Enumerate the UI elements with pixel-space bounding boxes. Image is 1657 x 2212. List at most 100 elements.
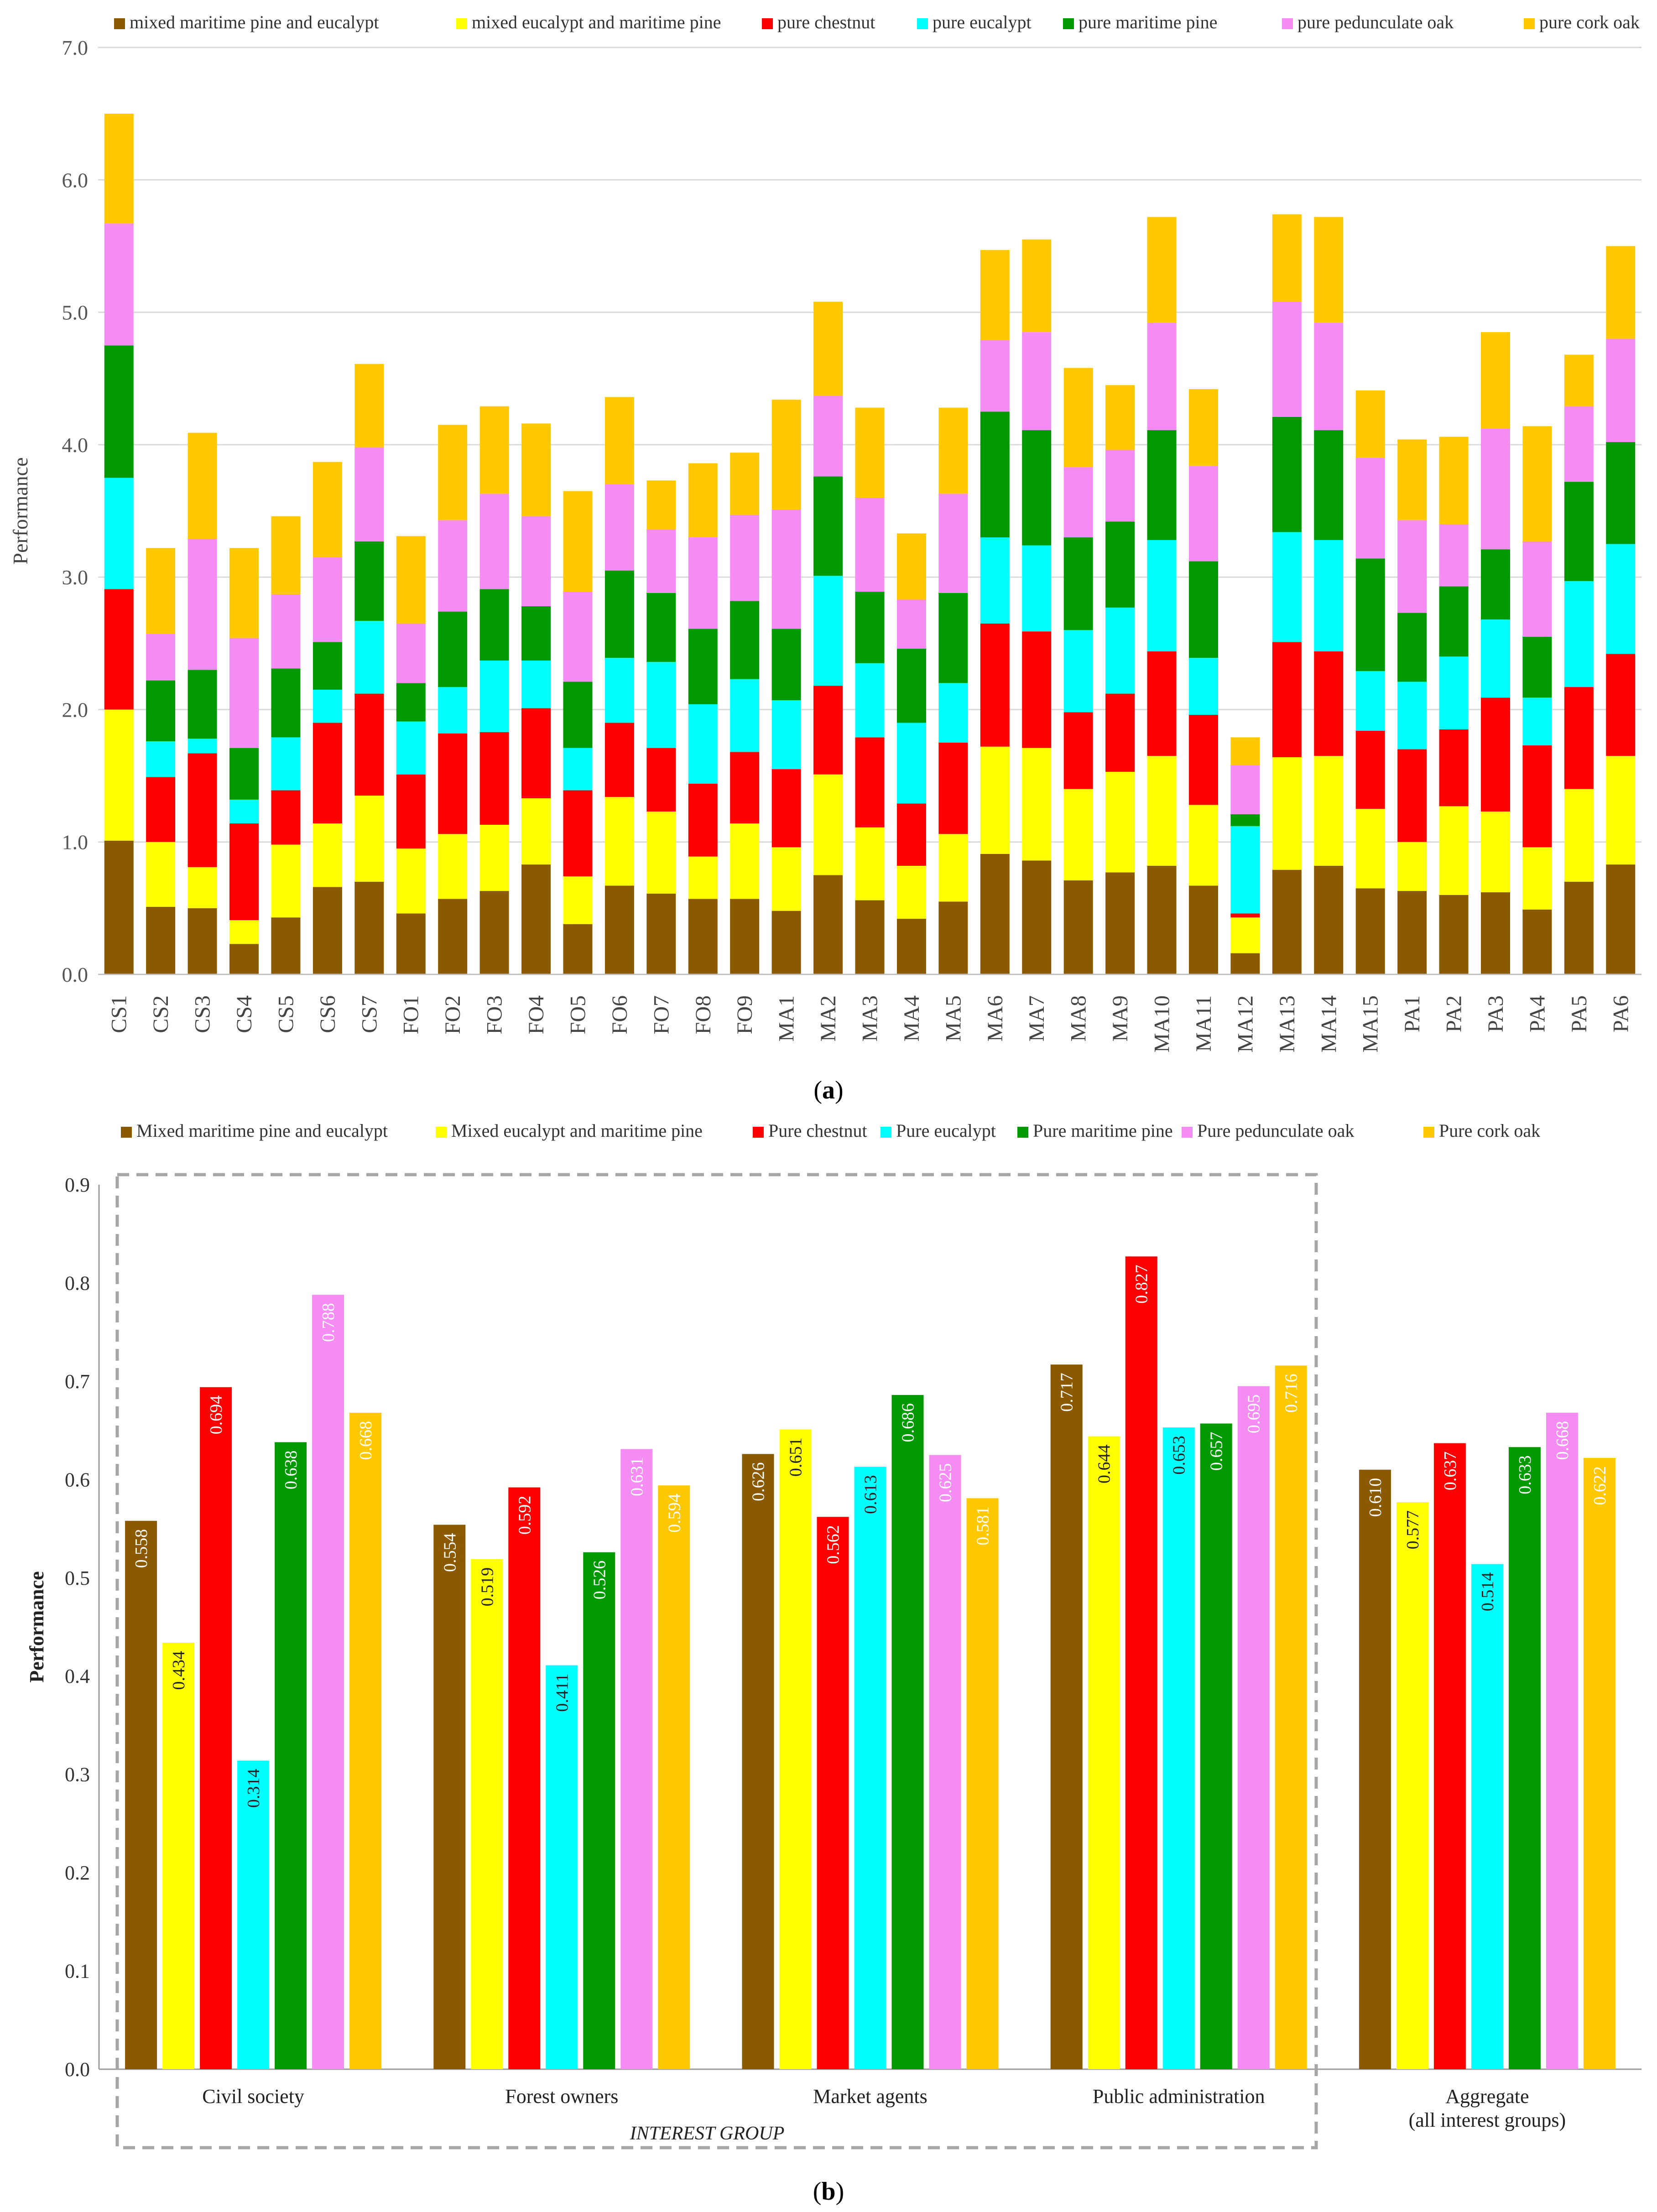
panel-label-a: (a) <box>813 1076 843 1104</box>
legend-swatch <box>753 1127 764 1138</box>
bar-segment <box>1272 416 1302 532</box>
bar-segment <box>1606 338 1636 442</box>
bar-segment <box>188 538 217 670</box>
bar-segment <box>1606 442 1636 544</box>
x-tick-label: MA1 <box>775 995 799 1041</box>
bar-segment <box>396 683 426 722</box>
chart-panel-b: Mixed maritime pine and eucalypt Mixed eu… <box>26 1120 1641 2206</box>
x-tick-label: MA13 <box>1275 995 1299 1052</box>
legend-swatch <box>917 18 928 29</box>
bar-segment <box>1522 541 1552 637</box>
bar-segment <box>604 797 634 886</box>
bar <box>1433 1443 1466 2069</box>
bar-segment <box>104 840 134 974</box>
bar-segment <box>730 515 760 601</box>
bar-segment <box>1564 881 1594 974</box>
x-tick-label: CS7 <box>357 995 381 1033</box>
bar-segment <box>1480 697 1510 812</box>
bar-segment <box>146 741 176 777</box>
legend-label: pure eucalypt <box>933 12 1032 32</box>
y-tick-label: 0.3 <box>65 1764 90 1786</box>
bar-segment <box>604 397 634 484</box>
bar-segment <box>271 516 301 594</box>
bar-segment <box>271 790 301 845</box>
x-tick-label: MA2 <box>816 995 840 1041</box>
bar-segment <box>271 844 301 918</box>
x-tick-label: PA3 <box>1484 995 1508 1032</box>
bar-segment <box>771 510 801 629</box>
bar-segment <box>188 753 217 867</box>
bar-segment <box>1397 891 1427 974</box>
y-tick-label: 0.7 <box>65 1370 90 1393</box>
bar <box>1050 1364 1083 2069</box>
bar-segment <box>604 723 634 797</box>
bar-segment <box>313 462 342 557</box>
y-tick-label: 1.0 <box>62 831 89 854</box>
bar-segment <box>1188 885 1218 974</box>
data-label: 0.633 <box>1516 1455 1535 1494</box>
bar-segment <box>1147 217 1177 323</box>
bar-segment <box>1606 756 1636 865</box>
bar-segment <box>855 827 885 900</box>
y-tick-label: 2.0 <box>62 698 89 721</box>
bar-segment <box>938 494 968 593</box>
bar-segment <box>1147 651 1177 756</box>
bar-segment <box>1105 693 1135 772</box>
legend-label: Pure pedunculate oak <box>1197 1120 1354 1141</box>
legend-label: Mixed maritime pine and eucalypt <box>136 1120 388 1141</box>
bar-segment <box>938 901 968 974</box>
bar-segment <box>980 537 1010 624</box>
bar-segment <box>1105 771 1135 873</box>
bar-segment <box>896 723 926 804</box>
bar-segment <box>1522 847 1552 910</box>
legend-swatch <box>762 18 773 29</box>
bar-segment <box>1522 745 1552 848</box>
data-label: 0.314 <box>244 1769 263 1808</box>
data-label: 0.519 <box>478 1567 497 1607</box>
bar-segment <box>521 423 551 516</box>
legend-swatch <box>436 1127 447 1138</box>
bar-segment <box>730 679 760 752</box>
bar-segment <box>1230 737 1260 765</box>
bar-segment <box>980 340 1010 412</box>
bar-segment <box>1105 521 1135 608</box>
bar-segment <box>1063 537 1093 630</box>
bar-segment <box>1564 482 1594 581</box>
bar-segment <box>604 484 634 571</box>
bar-segment <box>229 823 259 920</box>
bar-segment <box>688 537 718 629</box>
bar-segment <box>313 887 342 974</box>
bar-segment <box>1522 909 1552 974</box>
legend-label: Pure chestnut <box>768 1120 867 1141</box>
legend-label: pure chestnut <box>777 12 875 32</box>
bar <box>1125 1256 1157 2069</box>
x-tick-label: MA6 <box>983 995 1007 1041</box>
bar-segment <box>1063 789 1093 880</box>
data-label: 0.788 <box>319 1303 338 1342</box>
bar-segment <box>396 913 426 974</box>
bar-segment <box>521 606 551 661</box>
data-label: 0.631 <box>627 1457 646 1497</box>
panel-label-paren: ( <box>813 2177 822 2206</box>
bar <box>1471 1564 1503 2069</box>
bar-segment <box>521 516 551 607</box>
bar-segment <box>1272 532 1302 642</box>
y-tick-label: 0.4 <box>65 1665 90 1687</box>
bar-segment <box>271 737 301 791</box>
legend-label: pure cork oak <box>1539 12 1640 32</box>
bar-segment <box>813 302 843 396</box>
bar-segment <box>438 733 468 834</box>
bar-segment <box>730 823 760 899</box>
legend-label: Pure cork oak <box>1439 1120 1540 1141</box>
bar-segment <box>1063 630 1093 713</box>
bar <box>779 1429 812 2069</box>
legend-label: mixed maritime pine and eucalypt <box>130 12 379 32</box>
panel-label-letter: a <box>822 1076 835 1104</box>
x-tick-label: CS6 <box>316 995 340 1033</box>
bar-segment <box>646 593 676 662</box>
bar <box>1237 1386 1270 2069</box>
bar-segment <box>1188 805 1218 886</box>
y-tick-label: 6.0 <box>62 168 89 192</box>
data-label: 0.514 <box>1478 1572 1497 1612</box>
panel-label-b: (b) <box>813 2177 844 2206</box>
